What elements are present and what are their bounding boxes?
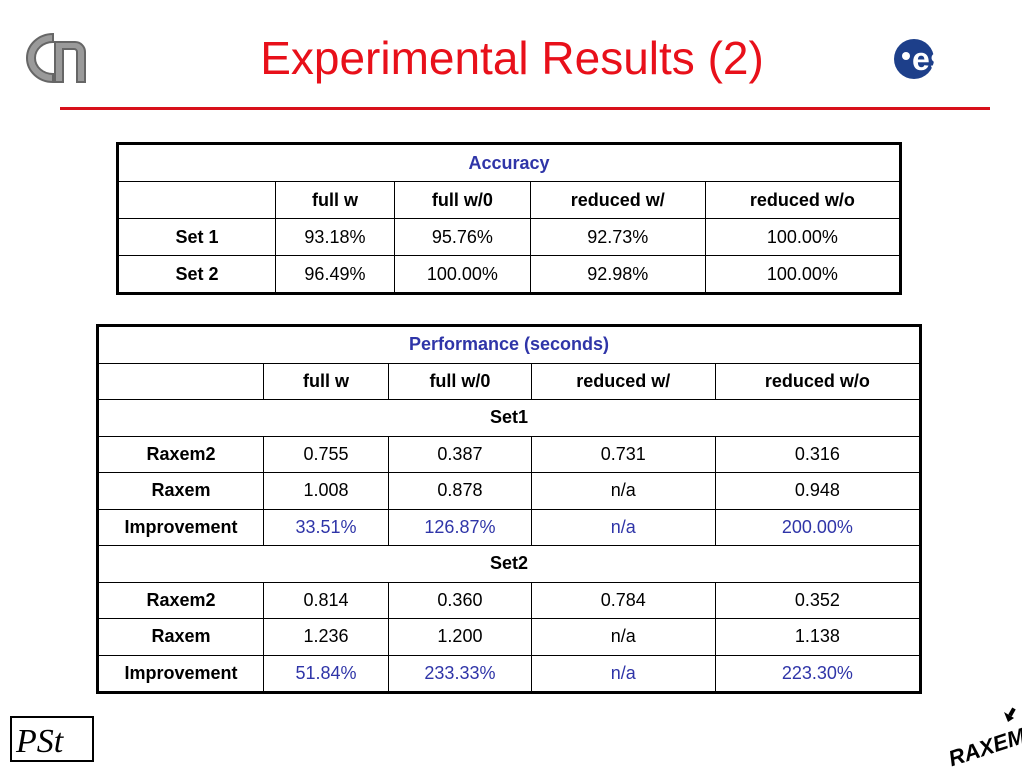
table-row: Raxem2 0.814 0.360 0.784 0.352 [97, 581, 922, 619]
table-cell: 0.731 [530, 435, 716, 473]
column-header: reduced w/o [704, 181, 902, 219]
table-cell: 1.008 [262, 472, 390, 510]
row-label: Raxem [97, 618, 264, 656]
column-header: full w/0 [393, 181, 531, 219]
row-label: Improvement [97, 508, 264, 546]
column-header: reduced w/ [530, 362, 716, 400]
table-cell: 0.387 [388, 435, 532, 473]
table-cell: 92.73% [529, 218, 706, 256]
table-cell: 200.00% [714, 508, 922, 546]
slide-title: Experimental Results (2) [260, 32, 764, 84]
title-divider [60, 107, 990, 110]
table-cell: 0.814 [262, 581, 390, 619]
esa-logo-text: esa [912, 41, 966, 77]
performance-title: Performance (seconds) [97, 325, 921, 364]
table-cell: 0.316 [714, 435, 922, 473]
table-cell: 223.30% [714, 654, 922, 693]
table-cell: 100.00% [704, 218, 902, 256]
table-cell: 1.138 [714, 618, 922, 656]
table-cell: n/a [530, 618, 716, 656]
row-label: Raxem2 [97, 435, 264, 473]
table-cell: 0.352 [714, 581, 922, 619]
pst-logo: PSt [10, 716, 94, 762]
table-row: Improvement 51.84% 233.33% n/a 223.30% [97, 654, 922, 693]
column-header: reduced w/o [714, 362, 922, 400]
table-cell: 100.00% [704, 255, 902, 294]
performance-table: Performance (seconds) full w full w/0 re… [96, 324, 922, 694]
table-row: Raxem 1.236 1.200 n/a 1.138 [97, 618, 922, 656]
table-cell: 100.00% [393, 255, 531, 294]
table-cell: 92.98% [529, 255, 706, 294]
row-label: Raxem2 [97, 581, 264, 619]
accuracy-title-row: Accuracy [117, 143, 901, 182]
table-cell: 233.33% [388, 654, 532, 693]
table-cell: 0.360 [388, 581, 532, 619]
table-cell: 0.784 [530, 581, 716, 619]
column-header [117, 181, 276, 219]
row-label: Set 2 [117, 255, 276, 294]
table-cell: 1.236 [262, 618, 390, 656]
accuracy-header-row: full w full w/0 reduced w/ reduced w/o [117, 181, 902, 219]
cnr-logo [26, 32, 86, 84]
column-header: reduced w/ [529, 181, 706, 219]
table-cell: 96.49% [275, 255, 395, 294]
row-label: Improvement [97, 654, 264, 693]
esa-logo: esa [894, 39, 966, 79]
column-header: full w/0 [388, 362, 532, 400]
table-cell: 0.755 [262, 435, 390, 473]
table-cell: 126.87% [388, 508, 532, 546]
group-label: Set1 [97, 399, 921, 437]
row-label: Set 1 [117, 218, 276, 256]
table-row: Set 2 96.49% 100.00% 92.98% 100.00% [117, 255, 902, 294]
table-row: Improvement 33.51% 126.87% n/a 200.00% [97, 508, 922, 546]
group-row: Set1 [97, 399, 921, 437]
table-cell: 93.18% [275, 218, 395, 256]
accuracy-table: Accuracy full w full w/0 reduced w/ redu… [116, 142, 902, 295]
raxem-logo-text: RAXEM [945, 723, 1022, 768]
table-cell: 1.200 [388, 618, 532, 656]
row-label: Raxem [97, 472, 264, 510]
table-cell: n/a [530, 472, 716, 510]
table-cell: 95.76% [393, 218, 531, 256]
raxem-logo: RAXEM [945, 707, 1022, 768]
column-header: full w [262, 362, 390, 400]
table-cell: 33.51% [262, 508, 390, 546]
accuracy-title: Accuracy [117, 143, 901, 182]
table-row: Set 1 93.18% 95.76% 92.73% 100.00% [117, 218, 902, 256]
table-row: Raxem2 0.755 0.387 0.731 0.316 [97, 435, 922, 473]
table-cell: n/a [530, 654, 716, 693]
column-header: full w [275, 181, 395, 219]
group-label: Set2 [97, 545, 921, 583]
table-cell: n/a [530, 508, 716, 546]
pst-logo-text: PSt [15, 723, 65, 760]
column-header [97, 362, 264, 400]
group-row: Set2 [97, 545, 921, 583]
table-row: Raxem 1.008 0.878 n/a 0.948 [97, 472, 922, 510]
performance-header-row: full w full w/0 reduced w/ reduced w/o [97, 362, 922, 400]
performance-title-row: Performance (seconds) [97, 325, 921, 364]
table-cell: 51.84% [262, 654, 390, 693]
table-cell: 0.878 [388, 472, 532, 510]
table-cell: 0.948 [714, 472, 922, 510]
